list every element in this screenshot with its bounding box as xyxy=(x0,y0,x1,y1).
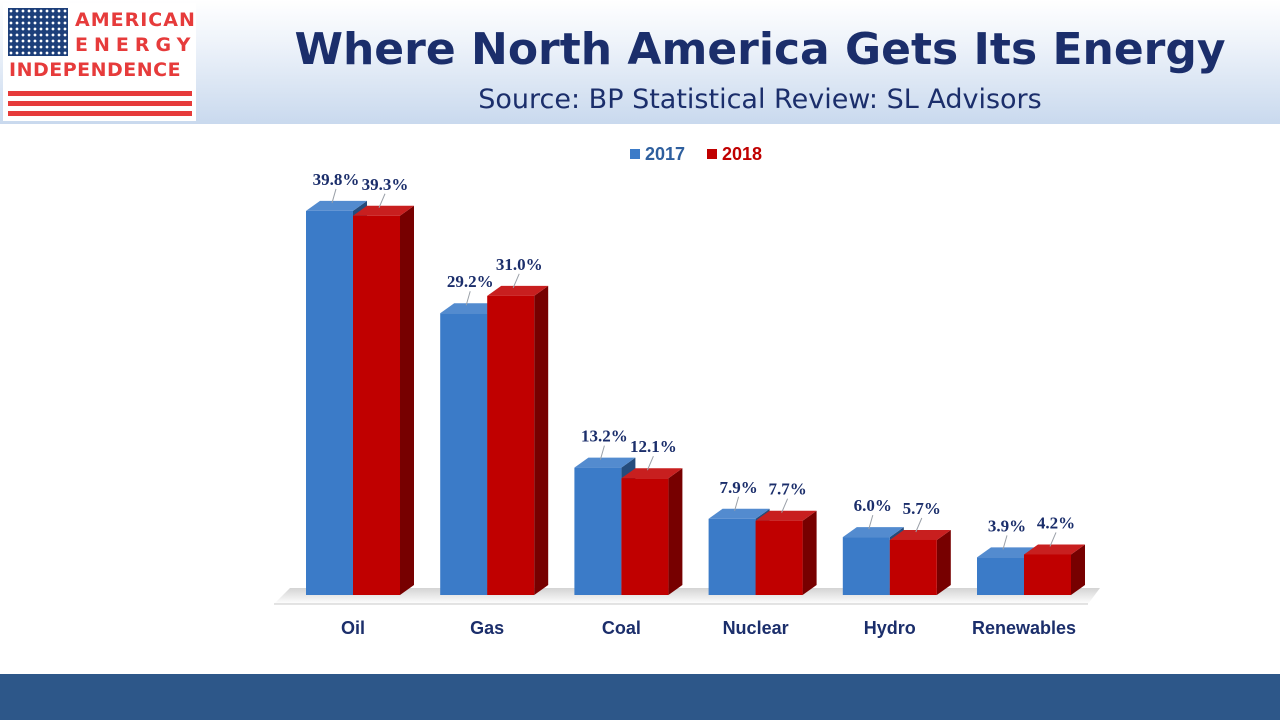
page-title: Where North America Gets Its Energy xyxy=(294,24,1226,75)
bar-top-hydro-2018 xyxy=(889,529,951,540)
bar-top-hydro-2017 xyxy=(842,527,904,538)
category-label-hydro: Hydro xyxy=(864,618,916,638)
bar-top-oil-2018 xyxy=(353,205,414,216)
bar-side-hydro-2018 xyxy=(936,529,951,595)
category-label-gas: Gas xyxy=(470,618,504,638)
legend-swatch-2017 xyxy=(630,149,640,159)
data-label-hydro-2018: 5.7% xyxy=(903,499,941,518)
footer-bar xyxy=(0,674,1280,720)
data-label-leader xyxy=(868,514,874,530)
bar-renewables-2018: 4.2% xyxy=(1024,513,1085,595)
bar-front-nuclear-2018 xyxy=(755,520,803,595)
header-banner: AMERICAN ENERGY INDEPENDENCE Where North… xyxy=(0,0,1280,124)
data-label-nuclear-2017: 7.9% xyxy=(719,478,757,497)
data-label-leader xyxy=(915,517,923,533)
legend-label-2017: 2017 xyxy=(645,144,685,164)
bar-side-oil-2018 xyxy=(400,205,414,595)
legend-swatch-2018 xyxy=(707,149,717,159)
bar-top-nuclear-2017 xyxy=(708,508,770,519)
data-label-coal-2018: 12.1% xyxy=(630,437,677,456)
bar-front-oil-2018 xyxy=(353,215,400,595)
bar-oil-2018: 39.3% xyxy=(353,175,414,595)
bar-front-gas-2017 xyxy=(440,313,488,595)
bar-front-renewables-2017 xyxy=(977,557,1024,595)
bar-front-coal-2018 xyxy=(621,478,669,595)
flag-stripe xyxy=(8,101,192,106)
legend-label-2018: 2018 xyxy=(722,144,762,164)
bar-front-oil-2017 xyxy=(306,210,353,595)
bar-front-nuclear-2017 xyxy=(708,518,756,595)
bar-top-renewables-2018 xyxy=(1024,544,1085,555)
data-label-nuclear-2018: 7.7% xyxy=(768,480,806,499)
data-label-gas-2017: 29.2% xyxy=(447,272,494,291)
data-label-leader xyxy=(1049,532,1057,547)
bar-front-renewables-2018 xyxy=(1024,554,1071,595)
category-label-oil: Oil xyxy=(341,618,365,638)
flag-stripe xyxy=(8,111,192,116)
logo-word-american: AMERICAN xyxy=(75,9,196,31)
bar-hydro-2018: 5.7% xyxy=(889,499,951,595)
data-label-oil-2017: 39.8% xyxy=(313,170,360,189)
data-label-renewables-2017: 3.9% xyxy=(988,516,1026,535)
data-label-leader xyxy=(331,188,337,204)
data-label-renewables-2018: 4.2% xyxy=(1037,513,1075,532)
flag-stripe xyxy=(8,91,192,96)
category-label-coal: Coal xyxy=(602,618,641,638)
bar-top-coal-2017 xyxy=(574,457,636,468)
chart-bars: 39.8% 39.3% 29.2%31.0% 13.2%12.1% 7.9% 7.7% 6.… xyxy=(306,170,1085,595)
data-label-leader xyxy=(599,445,605,460)
bar-front-hydro-2017 xyxy=(842,537,890,595)
data-label-coal-2017: 13.2% xyxy=(581,427,628,446)
bar-top-nuclear-2018 xyxy=(755,510,817,521)
energy-bar-chart: 2017 2018 39.8% 39.3% 29.2%31.0% 13.2%12.1% 7… xyxy=(274,144,1100,638)
bar-nuclear-2017: 7.9% xyxy=(708,478,770,595)
chart-legend: 2017 2018 xyxy=(630,144,762,164)
category-label-renewables: Renewables xyxy=(972,618,1076,638)
bar-top-renewables-2017 xyxy=(977,547,1038,558)
bar-side-nuclear-2018 xyxy=(802,510,817,595)
page-subtitle: Source: BP Statistical Review: SL Adviso… xyxy=(478,84,1042,115)
bar-top-gas-2017 xyxy=(440,303,502,314)
data-label-leader xyxy=(378,193,386,208)
bar-coal-2018: 12.1% xyxy=(621,437,683,595)
bar-front-coal-2017 xyxy=(574,467,622,595)
data-label-leader xyxy=(512,273,520,289)
category-label-nuclear: Nuclear xyxy=(723,618,789,638)
bar-nuclear-2018: 7.7% xyxy=(755,480,817,595)
bar-top-coal-2018 xyxy=(621,468,683,479)
data-label-leader xyxy=(1002,535,1008,550)
data-label-leader xyxy=(781,498,789,513)
bar-top-gas-2018 xyxy=(487,285,549,296)
bar-side-gas-2018 xyxy=(534,285,549,595)
data-label-leader xyxy=(734,496,740,511)
logo-word-independence: INDEPENDENCE xyxy=(9,59,182,81)
data-label-leader xyxy=(646,456,654,471)
american-energy-independence-logo: AMERICAN ENERGY INDEPENDENCE xyxy=(3,3,196,121)
logo-word-energy: ENERGY xyxy=(75,34,197,56)
bar-side-coal-2018 xyxy=(668,468,683,595)
data-label-oil-2018: 39.3% xyxy=(362,175,409,194)
bar-front-gas-2018 xyxy=(487,295,535,595)
bar-side-renewables-2018 xyxy=(1071,544,1085,595)
flag-stars-icon xyxy=(8,8,68,56)
bar-gas-2018: 31.0% xyxy=(487,255,549,595)
bar-front-hydro-2018 xyxy=(889,539,937,595)
category-axis-labels: Oil Gas Coal Nuclear Hydro Renewables xyxy=(341,618,1076,638)
bar-top-oil-2017 xyxy=(306,200,367,211)
data-label-leader xyxy=(465,291,471,306)
data-label-hydro-2017: 6.0% xyxy=(854,496,892,515)
data-label-gas-2018: 31.0% xyxy=(496,255,543,274)
